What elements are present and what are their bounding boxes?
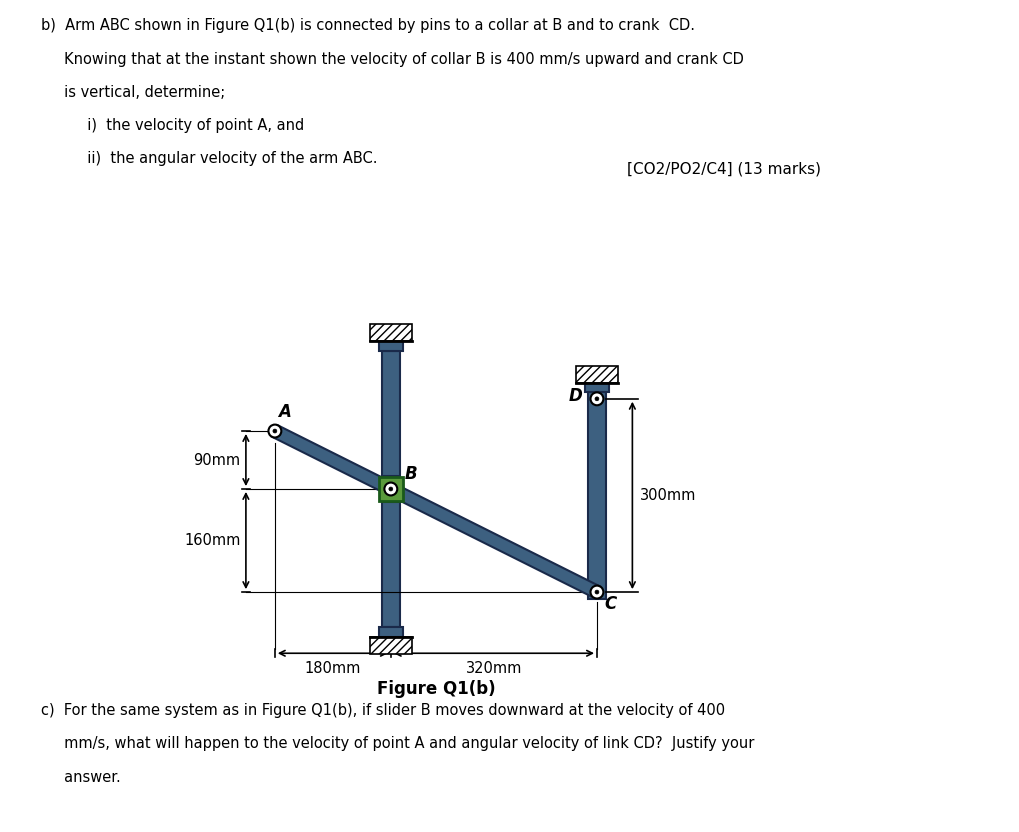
- Circle shape: [388, 487, 392, 491]
- Bar: [378, 341, 403, 350]
- Polygon shape: [272, 425, 599, 598]
- Bar: [378, 477, 403, 501]
- Text: 90mm: 90mm: [194, 453, 240, 468]
- Bar: [381, 502, 399, 627]
- Text: mm/s, what will happen to the velocity of point A and angular velocity of link C: mm/s, what will happen to the velocity o…: [41, 736, 753, 751]
- Bar: [370, 637, 412, 654]
- Text: A: A: [278, 403, 290, 421]
- Text: B: B: [405, 464, 417, 483]
- Circle shape: [594, 397, 598, 401]
- Bar: [584, 383, 608, 393]
- Text: [CO2/PO2/C4] (13 marks): [CO2/PO2/C4] (13 marks): [627, 161, 820, 176]
- Bar: [381, 350, 399, 476]
- Bar: [370, 324, 412, 341]
- Circle shape: [268, 424, 281, 438]
- Bar: [378, 627, 403, 637]
- Circle shape: [594, 590, 598, 594]
- Bar: [587, 393, 605, 598]
- Text: ii)  the angular velocity of the arm ABC.: ii) the angular velocity of the arm ABC.: [41, 151, 377, 166]
- Text: b)  Arm ABC shown in Figure Q1(b) is connected by pins to a collar at B and to c: b) Arm ABC shown in Figure Q1(b) is conn…: [41, 18, 694, 33]
- Circle shape: [590, 586, 603, 598]
- Circle shape: [590, 393, 603, 405]
- Text: c)  For the same system as in Figure Q1(b), if slider B moves downward at the ve: c) For the same system as in Figure Q1(b…: [41, 703, 725, 718]
- Circle shape: [273, 429, 276, 433]
- Text: 300mm: 300mm: [640, 488, 696, 503]
- Text: 180mm: 180mm: [305, 661, 361, 676]
- Text: C: C: [604, 595, 616, 612]
- Text: 320mm: 320mm: [466, 661, 522, 676]
- Circle shape: [384, 483, 396, 495]
- Bar: [576, 366, 618, 383]
- Text: i)  the velocity of point A, and: i) the velocity of point A, and: [41, 118, 304, 133]
- Text: answer.: answer.: [41, 770, 120, 785]
- Text: Figure Q1(b): Figure Q1(b): [376, 681, 495, 698]
- Text: 160mm: 160mm: [184, 533, 240, 548]
- Text: is vertical, determine;: is vertical, determine;: [41, 85, 225, 100]
- Text: Knowing that at the instant shown the velocity of collar B is 400 mm/s upward an: Knowing that at the instant shown the ve…: [41, 52, 743, 67]
- Text: D: D: [569, 387, 582, 404]
